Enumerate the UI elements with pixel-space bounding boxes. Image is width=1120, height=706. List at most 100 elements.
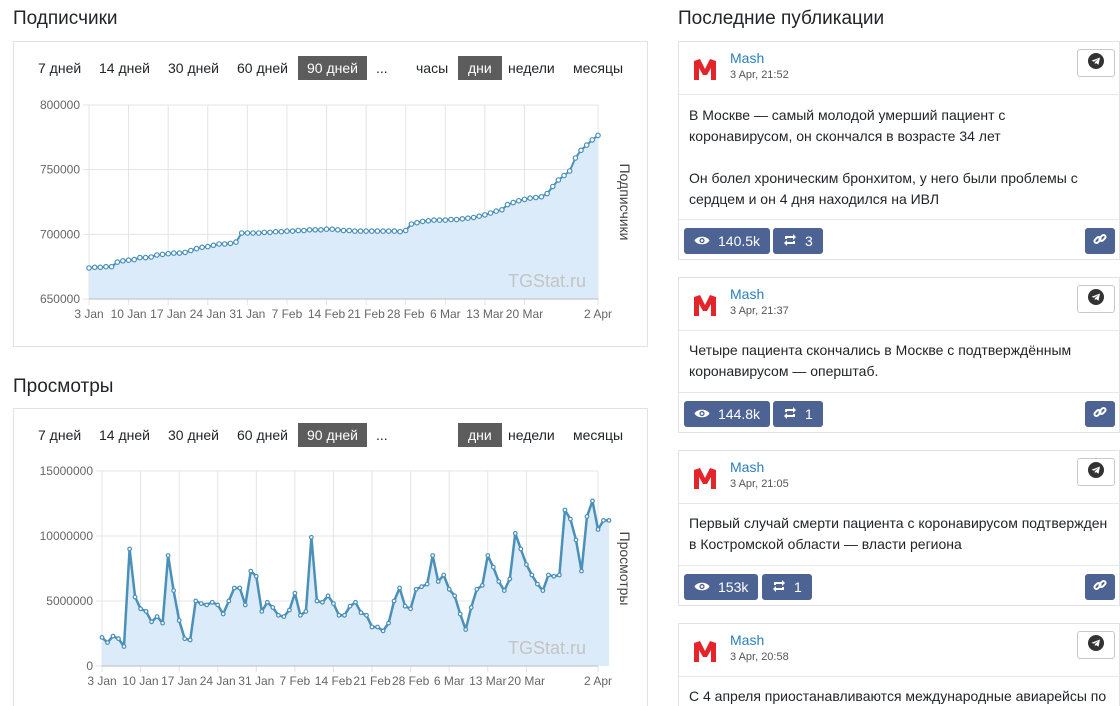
data-point <box>132 594 138 600</box>
data-point <box>566 168 573 174</box>
data-point <box>301 227 307 234</box>
data-point <box>457 611 463 617</box>
data-point <box>369 624 375 630</box>
data-point <box>572 155 579 161</box>
views-button[interactable]: 153k <box>684 574 759 600</box>
period-weeks[interactable]: недели <box>508 60 555 76</box>
views-chart: 15000000 10000000 5000000 03 Jan 10 Jan 17 Ja… <box>40 464 633 688</box>
watermark: TGStat.ru <box>508 638 586 658</box>
telegram-button[interactable] <box>1077 631 1115 659</box>
data-point <box>557 572 562 578</box>
x-tick-label: 3 Jan <box>74 307 103 321</box>
data-point <box>149 619 155 625</box>
range-more[interactable]: ... <box>376 60 388 76</box>
telegram-button[interactable] <box>1077 49 1115 77</box>
range-more[interactable]: ... <box>376 427 388 443</box>
data-point <box>237 585 243 591</box>
period-weeks[interactable]: недели <box>508 427 555 443</box>
telegram-icon <box>1088 461 1104 483</box>
data-point <box>199 244 205 251</box>
period-days[interactable]: дни <box>458 423 502 447</box>
range-30-days[interactable]: 30 дней <box>168 60 219 76</box>
data-point <box>436 217 443 223</box>
telegram-button[interactable] <box>1077 285 1115 313</box>
mash-logo-icon[interactable] <box>691 292 719 318</box>
range-90-days[interactable]: 90 дней <box>298 423 367 447</box>
data-point <box>590 498 595 504</box>
telegram-icon <box>1088 634 1104 656</box>
data-point <box>125 257 132 264</box>
period-days[interactable]: дни <box>458 56 502 80</box>
data-point <box>561 172 567 179</box>
y-tick-label: 650000 <box>40 292 80 306</box>
post-header: Mash 3 Apr, 21:05 <box>679 451 1119 504</box>
eye-icon <box>694 406 710 422</box>
link-button[interactable] <box>1085 228 1115 254</box>
post-header: Mash 3 Apr, 21:37 <box>679 278 1119 331</box>
data-point <box>368 228 375 234</box>
data-point <box>289 228 296 234</box>
data-point <box>501 588 507 594</box>
y-tick-label: 0 <box>86 659 93 673</box>
range-60-days[interactable]: 60 дней <box>237 427 288 443</box>
link-button[interactable] <box>1085 574 1115 600</box>
post-date: 3 Apr, 21:05 <box>730 478 789 490</box>
range-60-days[interactable]: 60 дней <box>237 60 288 76</box>
y-axis-title: Просмотры <box>617 532 633 606</box>
post-author[interactable]: Mash <box>730 50 765 66</box>
data-point <box>165 553 171 558</box>
repost-icon <box>783 406 797 422</box>
data-point <box>342 612 347 618</box>
shares-button[interactable]: 1 <box>773 401 823 427</box>
data-point <box>193 598 199 604</box>
mash-logo-icon[interactable] <box>691 56 719 82</box>
range-7-days[interactable]: 7 дней <box>38 427 82 443</box>
x-tick-label: 2 Apr <box>584 674 612 688</box>
x-tick-label: 17 Jan <box>161 674 197 688</box>
eye-icon <box>694 579 710 595</box>
range-7-days[interactable]: 7 дней <box>38 60 82 76</box>
data-point <box>391 228 398 234</box>
post-author[interactable]: Mash <box>730 286 765 302</box>
x-tick-label: 28 Feb <box>387 307 425 321</box>
data-point <box>527 195 533 201</box>
data-point <box>105 640 110 646</box>
range-30-days[interactable]: 30 дней <box>168 427 219 443</box>
telegram-icon <box>1088 52 1104 74</box>
y-tick-label: 10000000 <box>40 529 94 543</box>
data-point <box>171 250 177 256</box>
period-hours[interactable]: часы <box>416 60 449 76</box>
views-button[interactable]: 144.8k <box>684 401 771 427</box>
telegram-button[interactable] <box>1077 458 1115 486</box>
mash-logo-icon[interactable] <box>691 465 719 491</box>
post-card: Mash 3 Apr, 21:05 Первый случай смерти п… <box>678 450 1120 606</box>
shares-button[interactable]: 3 <box>773 228 823 254</box>
range-14-days[interactable]: 14 дней <box>99 60 150 76</box>
data-point <box>353 599 358 605</box>
period-months[interactable]: месяцы <box>573 60 624 76</box>
views-button[interactable]: 140.5k <box>684 228 771 254</box>
x-tick-label: 14 Feb <box>308 307 346 321</box>
views-chart-card: 7 дней 14 дней 30 дней 60 дней 90 дней .… <box>13 408 648 706</box>
x-tick-label: 14 Feb <box>315 674 353 688</box>
data-point <box>121 644 127 649</box>
data-point <box>425 218 432 224</box>
post-author[interactable]: Mash <box>730 632 765 648</box>
views-title: Просмотры <box>13 376 114 397</box>
data-point <box>518 546 524 552</box>
data-point <box>99 634 105 640</box>
data-point <box>220 611 226 617</box>
post-header: Mash 3 Apr, 21:52 <box>679 42 1119 95</box>
range-14-days[interactable]: 14 дней <box>99 427 150 443</box>
data-point <box>540 588 546 594</box>
post-author[interactable]: Mash <box>730 459 765 475</box>
data-point <box>448 216 454 223</box>
data-point <box>143 608 149 614</box>
range-90-days[interactable]: 90 дней <box>298 56 367 80</box>
shares-button[interactable]: 1 <box>762 574 812 600</box>
link-button[interactable] <box>1085 401 1115 427</box>
period-months[interactable]: месяцы <box>573 427 624 443</box>
data-point <box>248 568 254 574</box>
link-icon <box>1093 578 1107 597</box>
mash-logo-icon[interactable] <box>691 638 719 664</box>
